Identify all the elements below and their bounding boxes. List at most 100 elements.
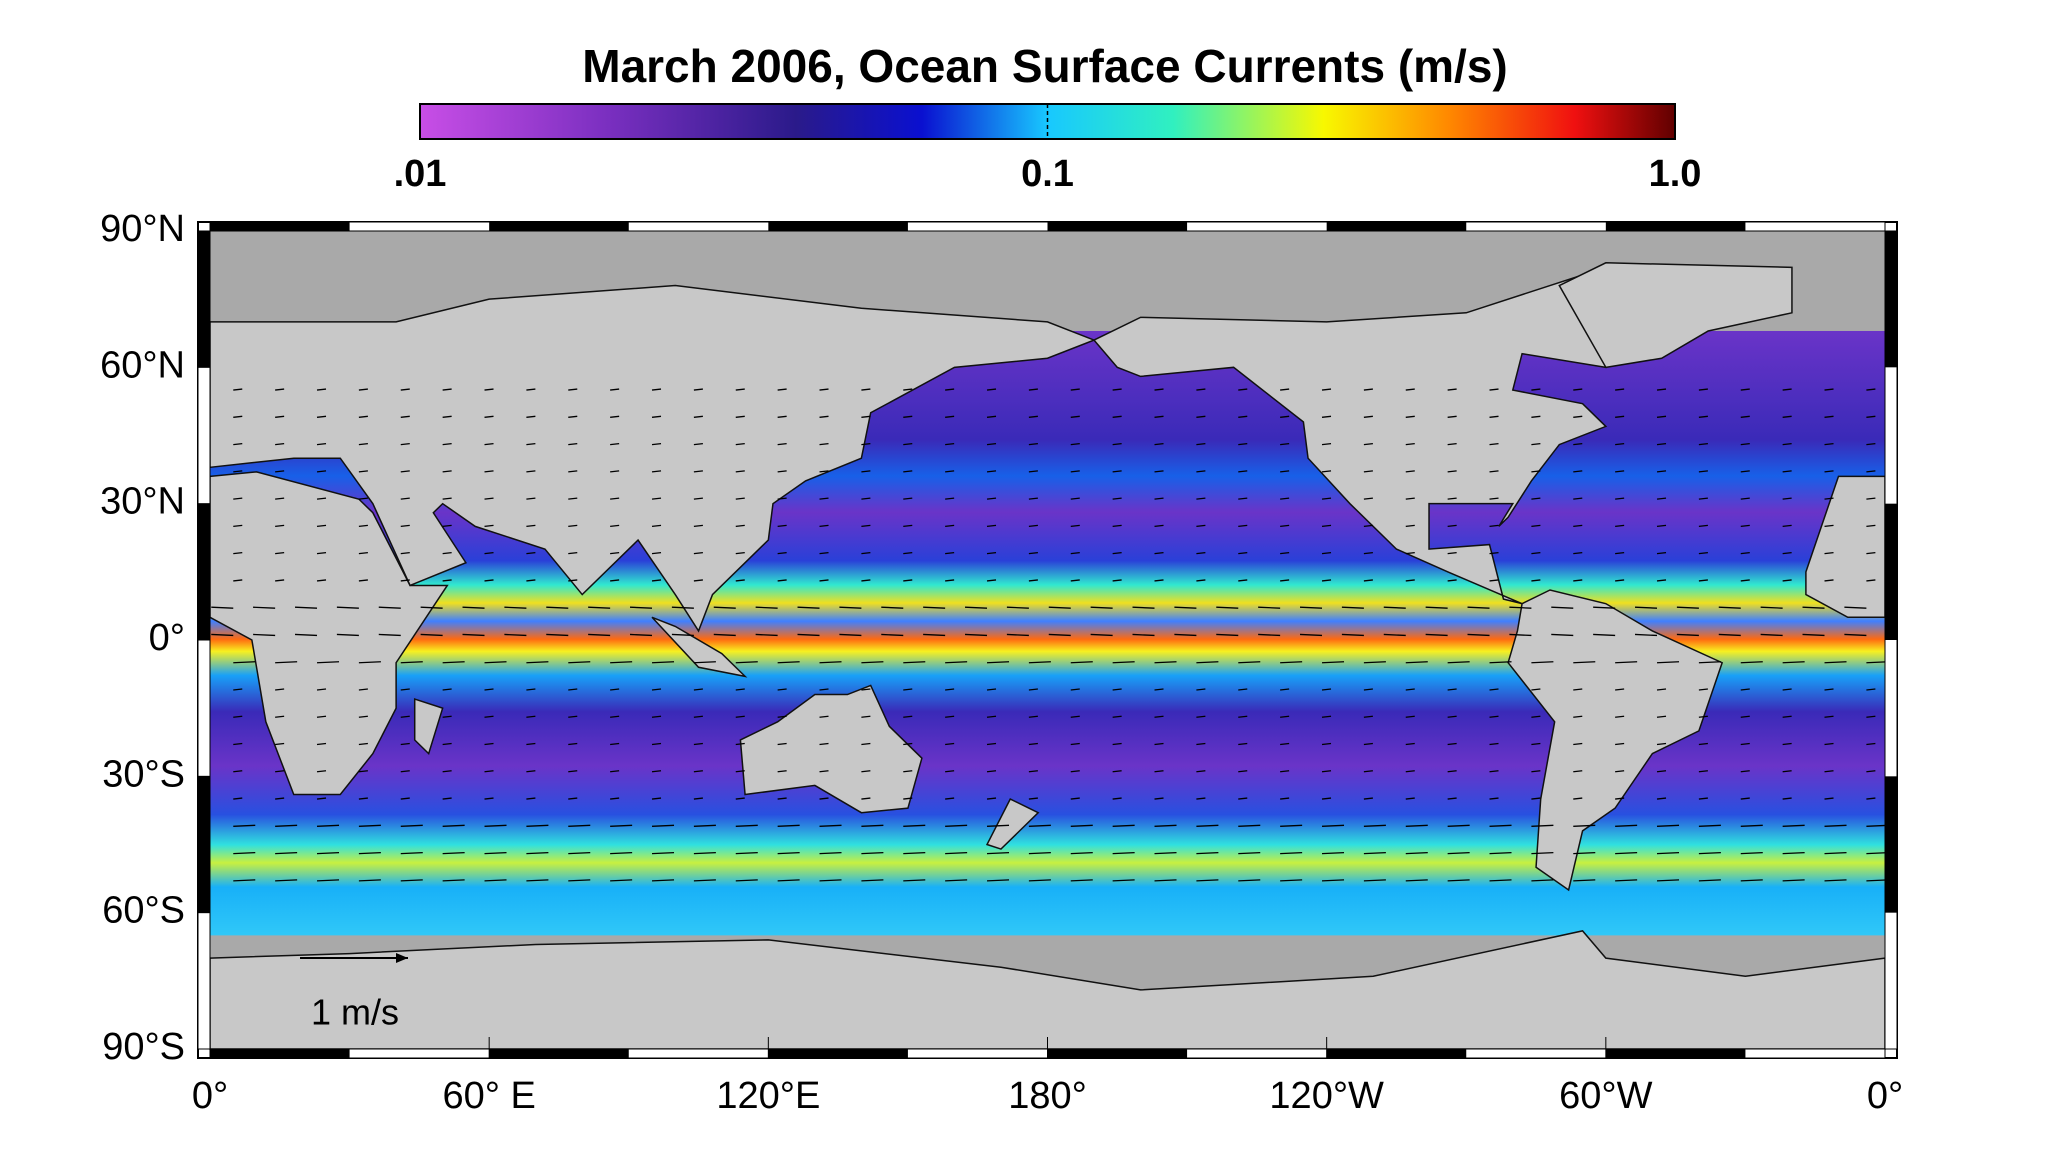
current-arrow: [1363, 497, 1373, 500]
current-arrow: [568, 661, 591, 664]
current-arrow: [903, 715, 913, 718]
current-arrow: [1740, 688, 1750, 691]
current-arrow: [819, 688, 829, 691]
current-arrow: [1238, 470, 1248, 473]
current-arrow: [693, 552, 703, 555]
current-arrow: [693, 661, 716, 664]
current-arrow: [1656, 470, 1667, 473]
current-arrow: [1489, 770, 1499, 773]
current-arrow: [1740, 552, 1750, 555]
current-arrow: [1698, 661, 1721, 664]
current-arrow: [1615, 415, 1625, 418]
current-arrow: [1425, 606, 1448, 609]
current-arrow: [1280, 579, 1290, 582]
current-arrow: [275, 661, 298, 664]
current-arrow: [1573, 688, 1583, 691]
border-segment: [198, 776, 210, 913]
current-arrow: [358, 470, 368, 473]
current-arrow: [1405, 552, 1415, 555]
land: [1558, 262, 1793, 369]
current-arrow: [1196, 879, 1219, 882]
current-arrow: [442, 688, 452, 691]
current-arrow: [568, 851, 591, 855]
current-arrow: [1280, 661, 1303, 664]
current-arrow: [400, 470, 410, 473]
current-arrow: [1824, 661, 1847, 664]
current-arrow: [1090, 633, 1113, 637]
current-arrow: [1447, 661, 1470, 664]
border-segment: [489, 222, 629, 231]
current-arrow: [1363, 797, 1373, 800]
current-arrow: [1112, 552, 1122, 555]
current-arrow: [1196, 797, 1206, 800]
current-arrow: [1824, 470, 1834, 473]
current-arrow: [1070, 879, 1093, 882]
current-arrow: [1321, 388, 1332, 391]
current-arrow: [1112, 661, 1135, 664]
current-arrow: [693, 388, 703, 391]
current-arrow: [1782, 851, 1805, 855]
current-arrow: [1028, 497, 1038, 500]
current-arrow: [819, 851, 842, 855]
current-arrow: [1824, 715, 1834, 718]
current-arrow: [1740, 470, 1750, 473]
current-arrow: [1321, 770, 1332, 773]
current-arrow: [568, 715, 578, 718]
current-arrow: [568, 579, 578, 582]
land: [209, 471, 449, 796]
lon-tick-label: 0°: [1867, 1075, 1903, 1117]
current-arrow: [693, 470, 703, 473]
current-arrow: [233, 442, 243, 446]
border-segment: [489, 1049, 629, 1058]
current-arrow: [861, 797, 871, 800]
current-arrow: [1425, 633, 1448, 637]
current-arrow: [358, 415, 368, 418]
current-arrow: [651, 824, 675, 827]
current-arrow: [903, 770, 913, 773]
current-arrow: [819, 661, 842, 664]
current-arrow: [1405, 742, 1415, 746]
current-arrow: [1656, 824, 1680, 827]
current-arrow: [1174, 606, 1197, 609]
current-arrow: [568, 742, 578, 746]
current-arrow: [1070, 797, 1080, 800]
current-arrow: [1531, 579, 1541, 582]
current-arrow: [1154, 851, 1177, 855]
current-arrow: [610, 470, 620, 473]
current-arrow: [1740, 661, 1763, 664]
current-arrow: [1573, 388, 1583, 391]
current-arrow: [1824, 688, 1834, 691]
current-arrow: [316, 715, 327, 718]
lat-tick-label: 60°N: [100, 344, 185, 386]
current-arrow: [945, 715, 955, 718]
current-arrow: [316, 851, 340, 855]
current-arrow: [629, 606, 653, 609]
current-arrow: [316, 770, 327, 773]
current-arrow: [1447, 797, 1457, 800]
current-arrow: [1782, 770, 1792, 773]
current-arrow: [316, 579, 327, 582]
current-arrow: [755, 633, 778, 637]
current-arrow: [1615, 770, 1625, 773]
current-arrow: [1656, 715, 1667, 718]
current-arrow: [1112, 524, 1122, 528]
current-arrow: [1363, 742, 1373, 746]
current-arrow: [610, 552, 620, 555]
current-arrow: [358, 524, 368, 528]
current-arrow: [1447, 688, 1457, 691]
current-arrow: [1363, 524, 1373, 528]
current-arrow: [693, 688, 703, 691]
current-arrow: [1509, 606, 1532, 609]
current-arrow: [1551, 606, 1574, 609]
current-arrow: [1447, 715, 1457, 718]
current-arrow: [1238, 742, 1248, 746]
current-arrow: [1280, 688, 1290, 691]
current-arrow: [693, 415, 703, 418]
current-arrow: [693, 879, 716, 882]
current-arrow: [1782, 661, 1805, 664]
current-arrow: [211, 606, 234, 609]
current-arrow: [610, 579, 620, 582]
current-arrow: [945, 442, 955, 446]
current-arrow: [1341, 633, 1364, 637]
current-arrow: [1363, 470, 1373, 473]
